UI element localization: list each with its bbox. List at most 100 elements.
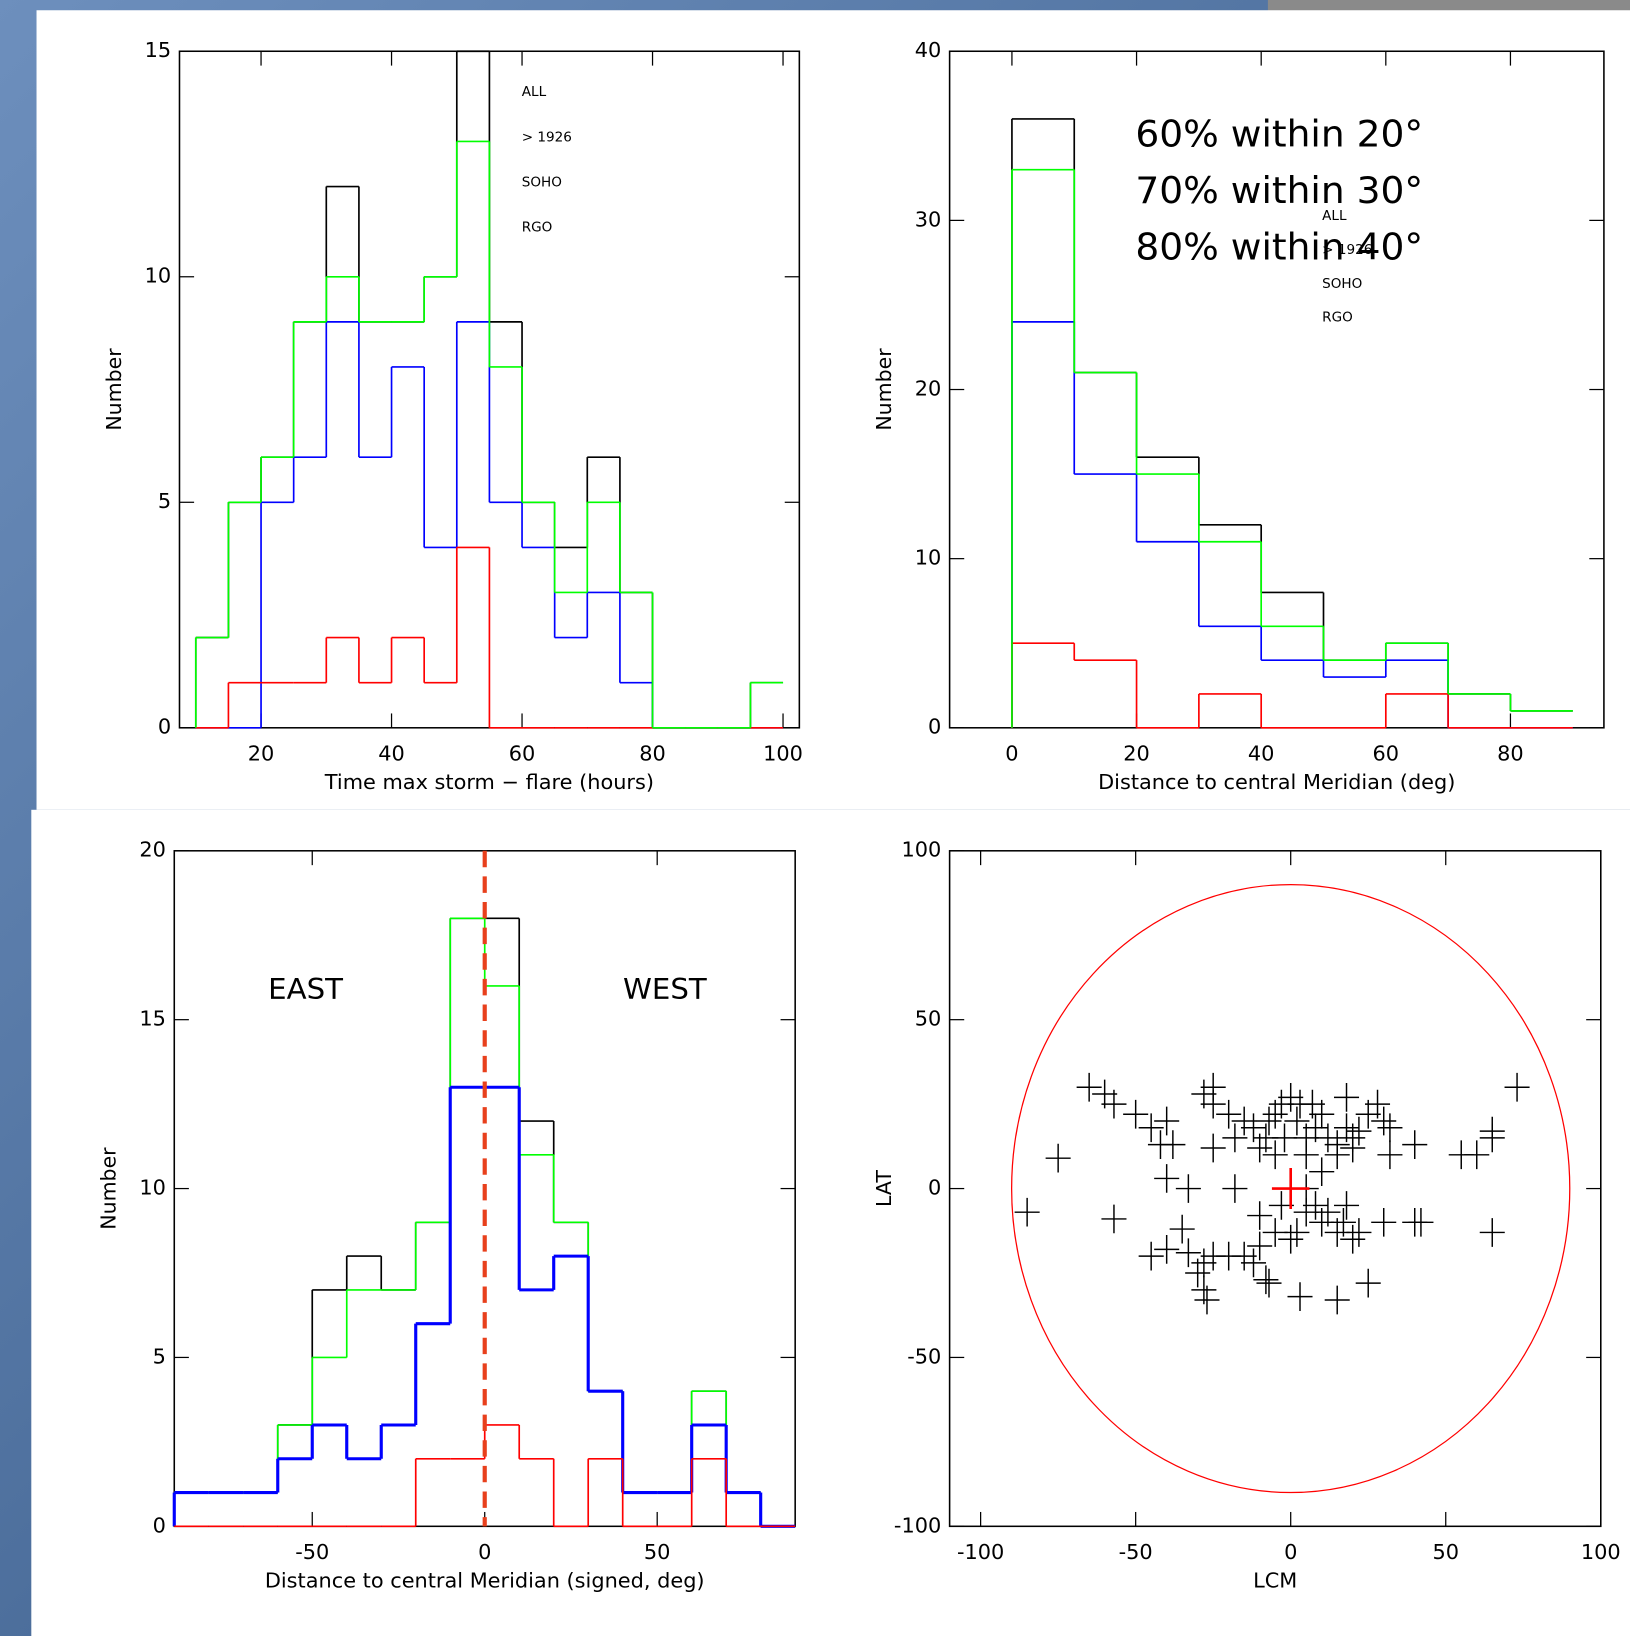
point	[1154, 1106, 1180, 1136]
point	[1256, 1268, 1282, 1298]
point	[1222, 1123, 1248, 1153]
point	[1194, 1285, 1220, 1315]
y-axis-title: Number	[102, 348, 126, 431]
y-tick-label: 20	[139, 838, 166, 862]
point	[1271, 1123, 1298, 1153]
legend-entry: ALL	[522, 85, 547, 100]
x-tick-label: 20	[248, 742, 275, 766]
point	[1191, 1248, 1217, 1278]
y-tick-label: 30	[915, 208, 942, 232]
circle	[1011, 883, 1571, 1494]
x-tick-label: 0	[478, 1540, 491, 1564]
y-tick-label: 5	[158, 489, 171, 513]
y-axis-title: Number	[872, 348, 896, 431]
point	[1315, 1197, 1341, 1227]
point	[1340, 1123, 1366, 1153]
x-axis-title: LCM	[1253, 1569, 1297, 1593]
point	[1293, 1140, 1319, 1170]
y-tick-label: 15	[145, 38, 172, 62]
legend-entry: RGO	[522, 221, 553, 236]
point	[1302, 1191, 1329, 1220]
point	[1240, 1248, 1267, 1278]
y-tick-label: 0	[153, 1513, 166, 1537]
point	[1278, 1224, 1304, 1254]
point	[1324, 1130, 1350, 1160]
point	[1315, 1123, 1341, 1153]
point	[1200, 1089, 1226, 1119]
point	[1154, 1235, 1180, 1264]
annotation: EAST	[268, 972, 343, 1006]
legend-entry: > 1926	[522, 130, 572, 145]
point	[1309, 1157, 1335, 1187]
y-axis-title: LAT	[872, 1170, 896, 1207]
point	[1169, 1214, 1195, 1244]
point	[1355, 1268, 1381, 1298]
center-point	[1271, 1168, 1310, 1210]
x-tick-label: 100	[763, 742, 803, 766]
point	[1346, 1218, 1372, 1247]
x-tick-label: 80	[1497, 742, 1524, 766]
point	[1256, 1106, 1282, 1136]
point	[1278, 1083, 1304, 1112]
panel	[31, 809, 1630, 1636]
point	[1365, 1089, 1391, 1119]
annotation: 80% within 40°	[1135, 225, 1423, 269]
point	[1154, 1164, 1180, 1193]
point	[1333, 1083, 1360, 1112]
legend-entry: SOHO	[522, 176, 562, 191]
x-tick-label: 40	[1248, 742, 1275, 766]
legend-entry: RGO	[1322, 311, 1353, 326]
y-tick-label: 40	[915, 38, 942, 62]
point	[1222, 1174, 1248, 1203]
point	[1402, 1130, 1428, 1160]
background-strip	[1267, 0, 1630, 13]
x-tick-label: 80	[639, 742, 666, 766]
point	[1479, 1218, 1505, 1247]
point	[1231, 1106, 1257, 1136]
point	[1284, 1218, 1310, 1247]
point	[1377, 1113, 1403, 1143]
point	[1324, 1285, 1350, 1315]
x-tick-label: 50	[644, 1540, 671, 1564]
point	[1076, 1072, 1102, 1102]
point	[1138, 1241, 1164, 1271]
point	[1371, 1207, 1397, 1237]
point	[1101, 1204, 1127, 1234]
y-tick-label: 15	[139, 1007, 166, 1031]
x-tick-label: 20	[1123, 742, 1150, 766]
point	[1479, 1116, 1505, 1146]
annotation: 60% within 20°	[1135, 112, 1423, 156]
point	[1330, 1207, 1356, 1237]
x-tick-label: -100	[957, 1540, 1004, 1564]
point	[1333, 1191, 1360, 1220]
y-tick-label: 5	[153, 1345, 166, 1369]
y-tick-label: 0	[928, 1176, 941, 1200]
point	[1175, 1238, 1201, 1268]
point	[1284, 1106, 1310, 1136]
x-axis-title: Distance to central Meridian (deg)	[1098, 770, 1455, 794]
x-tick-label: 50	[1432, 1540, 1459, 1564]
y-tick-label: 10	[139, 1176, 166, 1200]
point	[1101, 1089, 1127, 1119]
x-tick-label: 100	[1581, 1540, 1621, 1564]
x-tick-label: -50	[295, 1540, 329, 1564]
point	[1408, 1207, 1434, 1237]
y-tick-label: 20	[915, 377, 942, 401]
point	[1247, 1201, 1273, 1230]
y-tick-label: 50	[915, 1007, 942, 1031]
x-axis-title: Distance to central Meridian (signed, de…	[265, 1569, 705, 1593]
point	[1262, 1218, 1288, 1247]
point	[1014, 1197, 1040, 1227]
point	[1216, 1099, 1242, 1129]
point	[1247, 1231, 1273, 1261]
point	[1504, 1072, 1530, 1102]
y-tick-label: -100	[894, 1513, 941, 1537]
x-tick-label: 0	[1005, 742, 1018, 766]
x-tick-label: 0	[1284, 1540, 1297, 1564]
y-tick-label: -50	[907, 1345, 941, 1369]
point	[1231, 1241, 1257, 1271]
legend-entry: ALL	[1322, 209, 1347, 224]
point	[1262, 1140, 1288, 1170]
